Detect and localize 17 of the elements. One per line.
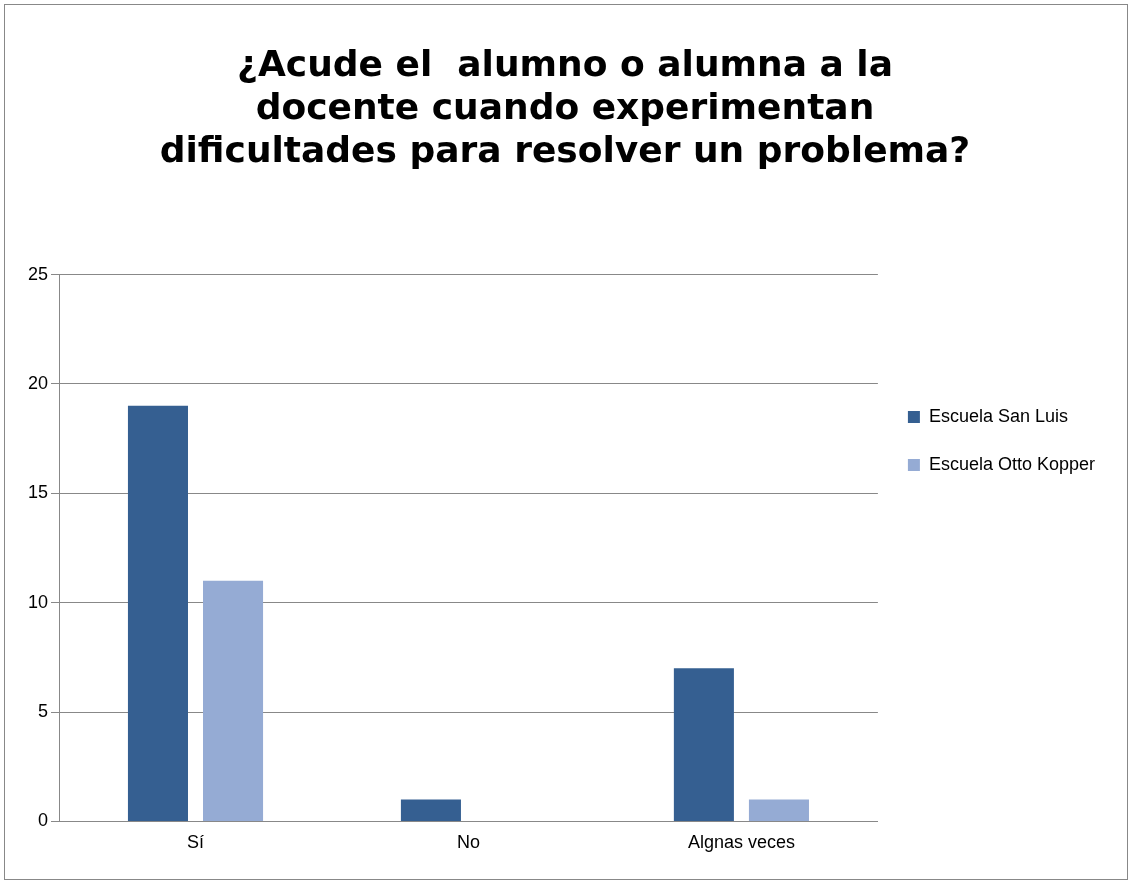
y-tick-label: 20 (27, 372, 49, 393)
x-tick-label: Sí (186, 832, 205, 853)
y-tick-label: 5 (38, 701, 49, 722)
x-tick-label: No (456, 832, 480, 853)
bar (748, 799, 809, 821)
y-tick-label: 15 (27, 482, 49, 503)
legend-label: Escuela San Luis (928, 405, 1068, 426)
chart-title: ¿Acude el alumno o alumna a la docente cuando experimentan dificultades para resolver un problema? (159, 42, 971, 171)
x-tick-label: Algnas veces (687, 832, 795, 853)
bar (203, 580, 264, 821)
y-tick-label: 25 (27, 263, 49, 284)
legend-label: Escuela Otto Kopper (928, 453, 1096, 474)
bar (127, 405, 188, 821)
y-tick-label: 10 (27, 591, 49, 612)
bar (400, 799, 461, 821)
y-tick-label: 0 (38, 810, 49, 831)
bar (673, 668, 734, 821)
